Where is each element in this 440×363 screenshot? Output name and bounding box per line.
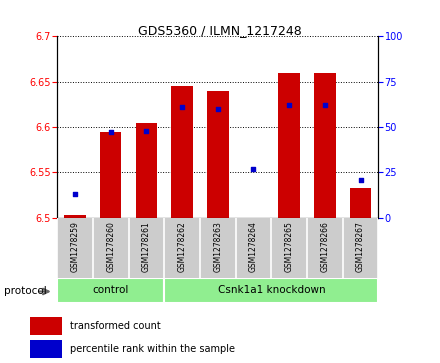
Bar [350,188,371,218]
Text: GSM1278267: GSM1278267 [356,221,365,272]
Text: transformed count: transformed count [70,321,160,331]
Point [72,191,79,197]
Text: GSM1278265: GSM1278265 [285,221,293,272]
Bar [100,131,121,218]
Bar [57,278,164,303]
Text: Csnk1a1 knockdown: Csnk1a1 knockdown [217,285,325,295]
Bar [30,317,62,335]
Text: GSM1278260: GSM1278260 [106,221,115,272]
Point [286,102,293,108]
Text: GSM1278262: GSM1278262 [178,221,187,272]
Text: control: control [92,285,129,295]
Bar [314,73,336,218]
Text: GSM1278263: GSM1278263 [213,221,222,272]
Point [357,177,364,183]
Text: GSM1278264: GSM1278264 [249,221,258,272]
Point [107,130,114,135]
Text: GDS5360 / ILMN_1217248: GDS5360 / ILMN_1217248 [138,24,302,37]
Text: GSM1278259: GSM1278259 [70,221,80,272]
Bar [172,86,193,218]
Text: GSM1278266: GSM1278266 [320,221,330,272]
Bar [30,340,62,358]
Text: percentile rank within the sample: percentile rank within the sample [70,344,235,354]
Bar [279,73,300,218]
Point [179,104,186,110]
Bar [136,122,157,218]
Bar [164,278,378,303]
Bar [207,91,228,218]
Text: protocol: protocol [4,286,47,297]
Point [214,106,221,112]
Point [143,128,150,134]
Point [250,166,257,172]
Point [321,102,328,108]
Text: GSM1278261: GSM1278261 [142,221,151,272]
Bar [64,215,86,218]
